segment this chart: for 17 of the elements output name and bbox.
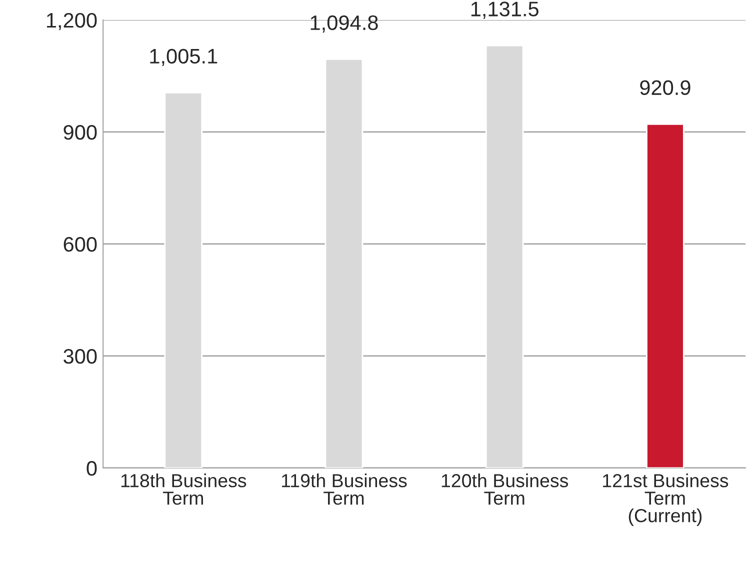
data-label: 920.9 [640,80,690,96]
data-label: 1,131.5 [471,2,538,19]
y-tick-label: 600 [64,236,97,252]
y-tick-label: 300 [64,348,97,364]
data-label: 1,005.1 [150,48,218,66]
x-tick-label: 121st Business Term (Current) [603,474,728,526]
y-tick-label: 0 [86,460,97,476]
bar [646,123,684,468]
x-tick-label: 120th Business Term [442,474,568,505]
x-tick-label: 119th Business Term [282,474,407,505]
y-tick-label: 900 [64,124,97,140]
y-tick-label: 1,200 [46,12,97,30]
x-tick-label: 118th Business Term [121,474,246,505]
bar [485,44,524,468]
data-label: 1,094.8 [310,15,378,33]
bar [324,58,364,468]
bar [164,92,203,468]
